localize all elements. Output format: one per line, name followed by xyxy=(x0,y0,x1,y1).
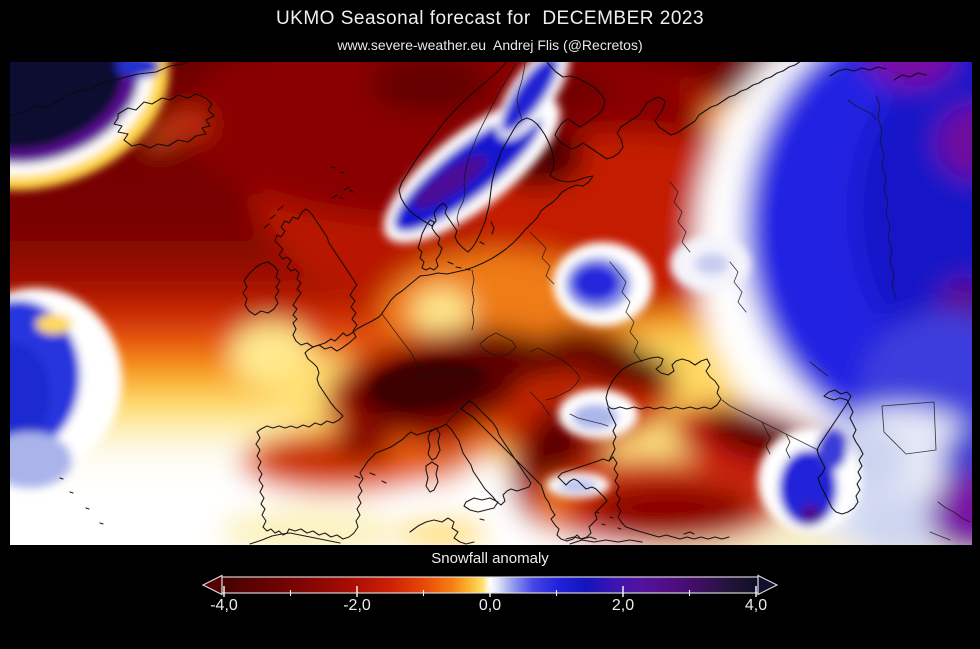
anomaly-map-canvas xyxy=(10,62,972,545)
page-subtitle: www.severe-weather.eu Andrej Flis (@Recr… xyxy=(337,37,643,53)
colorbar-tick-label: -2,0 xyxy=(343,597,371,614)
colorbar-right-arrow xyxy=(757,574,779,596)
coastlines xyxy=(10,62,927,545)
legend-title: Snowfall anomaly xyxy=(431,550,549,567)
colorbar-ticks xyxy=(223,586,757,597)
anomaly-map xyxy=(10,62,972,545)
anomaly-field-detail xyxy=(10,62,862,532)
country-borders xyxy=(381,62,971,541)
page-title: UKMO Seasonal forecast for DECEMBER 2023 xyxy=(275,8,705,29)
colorbar xyxy=(201,574,779,597)
colorbar-left-arrow xyxy=(201,574,223,596)
colorbar-tick-label: 2,0 xyxy=(611,597,635,614)
colorbar-tick-label: 4,0 xyxy=(744,597,768,614)
colorbar-tick-label: -4,0 xyxy=(210,597,238,614)
colorbar-tick-label: 0,0 xyxy=(478,597,502,614)
